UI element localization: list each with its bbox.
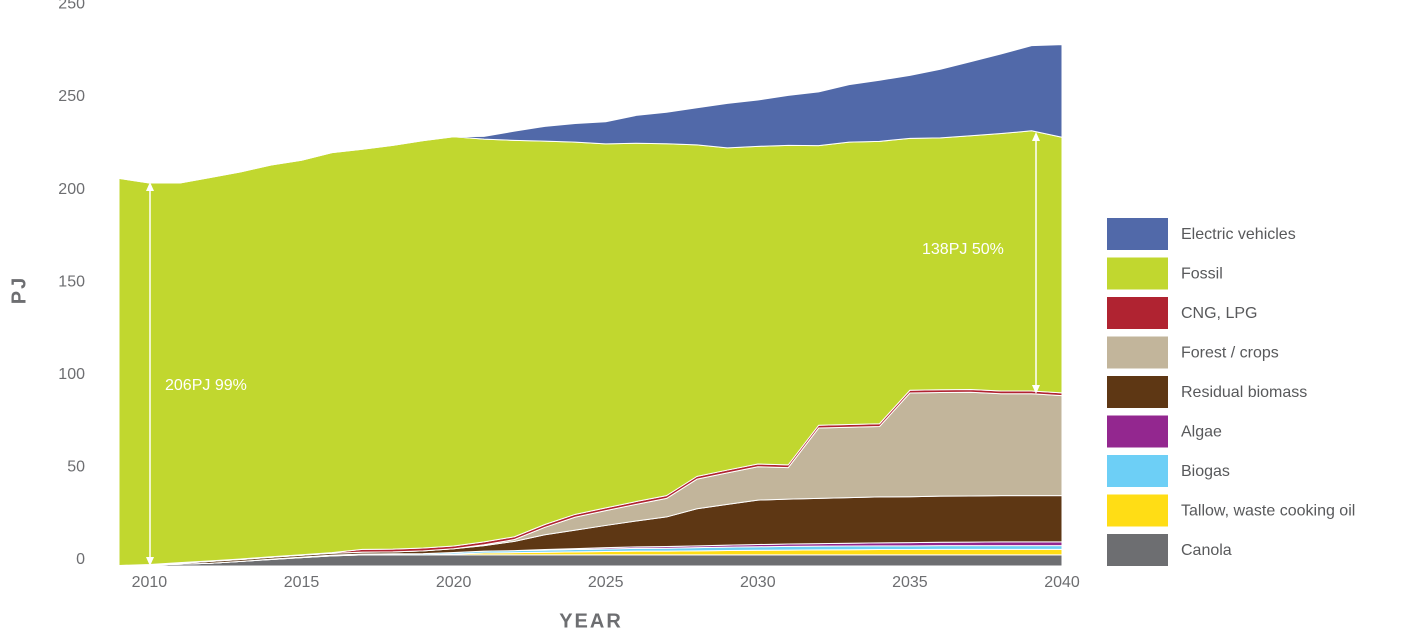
legend-label: Algae — [1181, 424, 1222, 441]
x-tick-label: 2020 — [436, 574, 472, 591]
legend-swatch — [1107, 415, 1168, 448]
legend-label: Fossil — [1181, 266, 1223, 283]
legend-swatch — [1107, 494, 1168, 527]
legend-swatch — [1107, 376, 1168, 408]
legend-swatch — [1107, 297, 1168, 329]
arrow-head — [146, 182, 154, 191]
legend-label: Canola — [1181, 542, 1232, 559]
legend-label: Forest / crops — [1181, 345, 1279, 362]
arrow-head — [1032, 385, 1040, 394]
legend-swatch — [1107, 455, 1168, 487]
legend-label: Electric vehicles — [1181, 226, 1296, 243]
area — [118, 44, 1063, 184]
x-tick-label: 2035 — [892, 574, 928, 591]
y-tick-label: 50 — [67, 459, 85, 476]
y-tick-label: 200 — [58, 181, 85, 198]
y-tick-label: 250 — [58, 0, 85, 13]
y-tick-label: 250 — [58, 88, 85, 105]
y-axis-title: PJ — [8, 276, 30, 304]
legend-swatch — [1107, 336, 1168, 369]
legend-swatch — [1107, 257, 1168, 290]
x-tick-label: 2030 — [740, 574, 776, 591]
annotation: 138PJ 50% — [922, 241, 1004, 258]
x-tick-label: 2040 — [1044, 574, 1080, 591]
legend-label: Residual biomass — [1181, 384, 1307, 401]
annotation: 206PJ 99% — [165, 377, 247, 394]
arrow-head — [146, 557, 154, 566]
y-tick-label: 150 — [58, 273, 85, 290]
legend-swatch — [1107, 534, 1168, 566]
legend-label: Tallow, waste cooking oil — [1181, 503, 1355, 520]
arrow-head — [1032, 132, 1040, 141]
legend-swatch — [1107, 218, 1168, 250]
legend-label: CNG, LPG — [1181, 305, 1257, 322]
x-tick-label: 2015 — [284, 574, 320, 591]
x-tick-label: 2010 — [132, 574, 168, 591]
x-tick-label: 2025 — [588, 574, 624, 591]
areas — [118, 44, 1063, 567]
y-tick-label: 0 — [76, 551, 85, 568]
y-tick-label: 100 — [58, 366, 85, 383]
legend-label: Biogas — [1181, 463, 1230, 480]
annotations: 206PJ 99% 138PJ 50% — [146, 132, 1040, 566]
x-axis-title: YEAR — [559, 610, 623, 632]
